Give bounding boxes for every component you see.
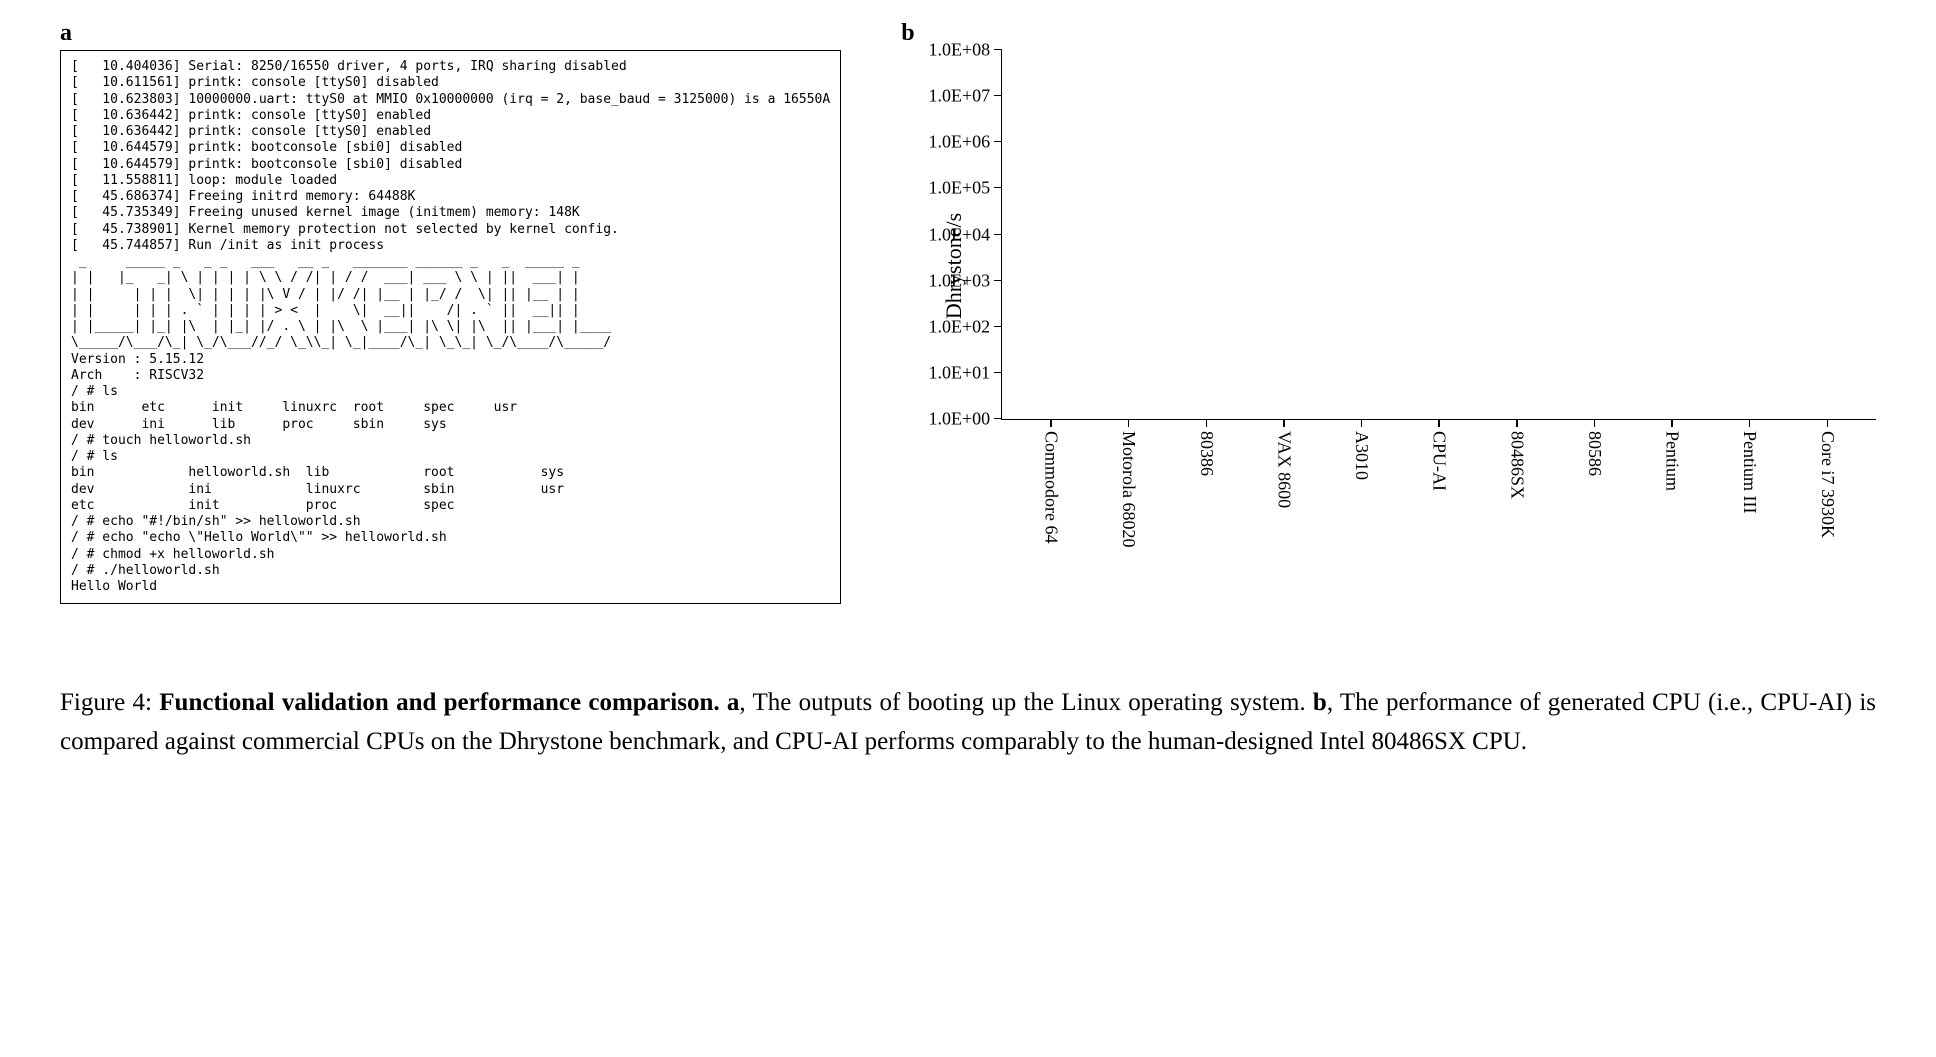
x-tick (1749, 419, 1751, 427)
x-tick-label: VAX 8600 (1273, 431, 1294, 508)
y-tick-label: 1.0E+06 (929, 132, 991, 153)
y-tick-label: 1.0E+08 (929, 40, 991, 61)
figure-caption: Figure 4: Functional validation and perf… (60, 684, 1876, 762)
caption-part: b (1313, 689, 1327, 716)
bars-container: Commodore 64Motorola 6802080386VAX 8600A… (1002, 50, 1876, 419)
dhrystone-bar-chart: Dhrystone/s Commodore 64Motorola 6802080… (901, 50, 1876, 590)
y-tick (994, 187, 1002, 188)
caption-prefix: Figure 4: (60, 689, 159, 716)
y-tick-label: 1.0E+07 (929, 86, 991, 107)
x-tick (1361, 419, 1363, 427)
x-tick (1516, 419, 1518, 427)
x-tick-label: Commodore 64 (1041, 431, 1062, 544)
panel-b: b Dhrystone/s Commodore 64Motorola 68020… (901, 30, 1876, 590)
caption-part: a (727, 689, 740, 716)
x-tick-label: Motorola 68020 (1118, 431, 1139, 548)
x-tick-label: CPU-AI (1429, 431, 1450, 491)
y-tick (994, 326, 1002, 327)
x-tick-label: 80386 (1196, 431, 1217, 476)
x-tick (1050, 419, 1052, 427)
x-tick-label: Pentium III (1739, 431, 1760, 514)
y-tick (994, 280, 1002, 281)
y-tick (994, 141, 1002, 142)
terminal-output: [ 10.404036] Serial: 8250/16550 driver, … (60, 50, 841, 604)
caption-title: Functional validation and performance co… (159, 689, 727, 716)
x-tick (1438, 419, 1440, 427)
y-tick (994, 234, 1002, 235)
y-tick (994, 49, 1002, 50)
y-tick-label: 1.0E+03 (929, 270, 991, 291)
y-tick-label: 1.0E+01 (929, 362, 991, 383)
y-tick-label: 1.0E+00 (929, 409, 991, 430)
x-tick-label: 80586 (1584, 431, 1605, 476)
y-tick-label: 1.0E+05 (929, 178, 991, 199)
y-tick-label: 1.0E+02 (929, 316, 991, 337)
plot-area: Commodore 64Motorola 6802080386VAX 8600A… (1001, 50, 1876, 420)
x-tick (1283, 419, 1285, 427)
x-tick-label: Pentium (1662, 431, 1683, 491)
y-tick-label: 1.0E+04 (929, 224, 991, 245)
x-tick (1206, 419, 1208, 427)
caption-part: , The outputs of booting up the Linux op… (739, 689, 1313, 716)
y-tick (994, 372, 1002, 373)
x-tick (1128, 419, 1130, 427)
x-tick (1671, 419, 1673, 427)
y-tick (994, 418, 1002, 419)
panel-a-label: a (60, 20, 72, 47)
panel-b-label: b (901, 20, 914, 47)
x-tick-label: A3010 (1351, 431, 1372, 480)
y-tick (994, 95, 1002, 96)
x-tick-label: 80486SX (1506, 431, 1527, 499)
figure-row: a [ 10.404036] Serial: 8250/16550 driver… (60, 30, 1876, 604)
x-tick (1594, 419, 1596, 427)
panel-a: a [ 10.404036] Serial: 8250/16550 driver… (60, 30, 841, 604)
x-tick (1827, 419, 1829, 427)
x-tick-label: Core i7 3930K (1817, 431, 1838, 538)
